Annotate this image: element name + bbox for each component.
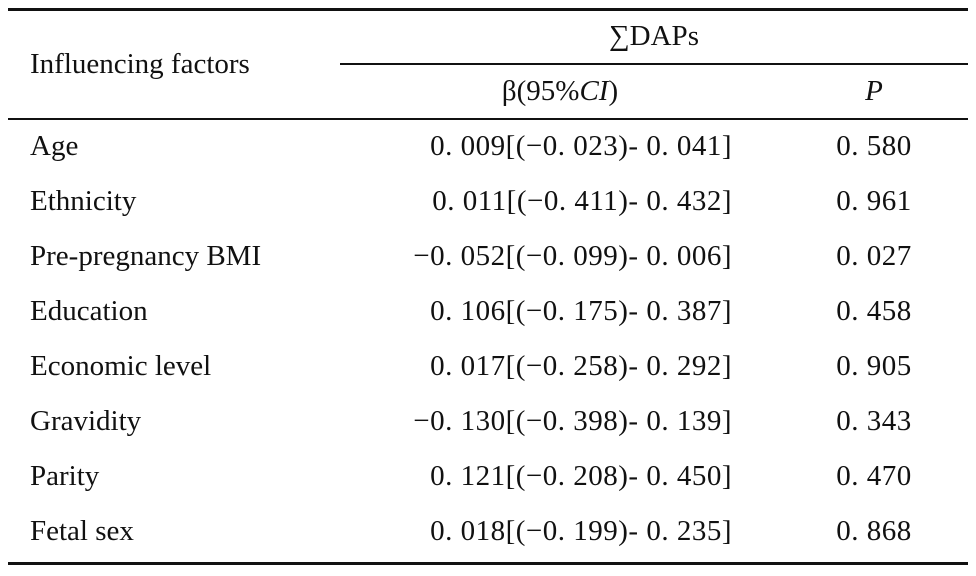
table-row: Age 0. 009[(−0. 023)- 0. 041] 0. 580	[8, 120, 968, 175]
beta-label-suffix: )	[608, 75, 619, 107]
header-rule	[8, 118, 968, 120]
p-cell: 0. 027	[836, 240, 912, 272]
factor-cell: Parity	[30, 460, 100, 492]
table-row: Pre-pregnancy BMI −0. 052[(−0. 099)- 0. …	[8, 230, 968, 285]
beta-cell: 0. 018[(−0. 199)- 0. 235]	[430, 515, 732, 547]
factor-cell: Pre-pregnancy BMI	[30, 240, 262, 272]
header-p-value: P	[865, 75, 883, 107]
p-cell: 0. 343	[836, 405, 912, 437]
factor-cell: Ethnicity	[30, 185, 137, 217]
p-cell: 0. 458	[836, 295, 912, 327]
header-daps-group: ∑DAPs	[609, 20, 699, 52]
table-row: Economic level 0. 017[(−0. 258)- 0. 292]…	[8, 340, 968, 395]
beta-cell: 0. 121[(−0. 208)- 0. 450]	[430, 460, 732, 492]
p-cell: 0. 868	[836, 515, 912, 547]
beta-cell: −0. 130[(−0. 398)- 0. 139]	[413, 405, 732, 437]
top-rule	[8, 8, 968, 11]
p-cell: 0. 580	[836, 130, 912, 162]
header-influencing-factors: Influencing factors	[30, 48, 250, 80]
bottom-rule	[8, 562, 968, 565]
factor-cell: Gravidity	[30, 405, 142, 437]
table-row: Parity 0. 121[(−0. 208)- 0. 450] 0. 470	[8, 450, 968, 505]
beta-cell: 0. 017[(−0. 258)- 0. 292]	[430, 350, 732, 382]
group-span-rule	[340, 63, 968, 65]
table-row: Fetal sex 0. 018[(−0. 199)- 0. 235] 0. 8…	[8, 505, 968, 560]
beta-cell: 0. 011[(−0. 411)- 0. 432]	[432, 185, 732, 217]
beta-label-ci: CI	[579, 75, 609, 107]
factor-cell: Education	[30, 295, 148, 327]
table-row: Gravidity −0. 130[(−0. 398)- 0. 139] 0. …	[8, 395, 968, 450]
beta-label-prefix: β(95%	[501, 75, 580, 107]
factor-cell: Fetal sex	[30, 515, 134, 547]
factor-cell: Economic level	[30, 350, 212, 382]
beta-cell: 0. 009[(−0. 023)- 0. 041]	[430, 130, 732, 162]
table-row: Education 0. 106[(−0. 175)- 0. 387] 0. 4…	[8, 285, 968, 340]
p-cell: 0. 905	[836, 350, 912, 382]
table-row: Ethnicity 0. 011[(−0. 411)- 0. 432] 0. 9…	[8, 175, 968, 230]
beta-cell: −0. 052[(−0. 099)- 0. 006]	[413, 240, 732, 272]
p-cell: 0. 961	[836, 185, 912, 217]
factor-cell: Age	[30, 130, 79, 162]
beta-cell: 0. 106[(−0. 175)- 0. 387]	[430, 295, 732, 327]
header-beta-ci: β(95%CI)	[340, 75, 780, 108]
p-cell: 0. 470	[836, 460, 912, 492]
